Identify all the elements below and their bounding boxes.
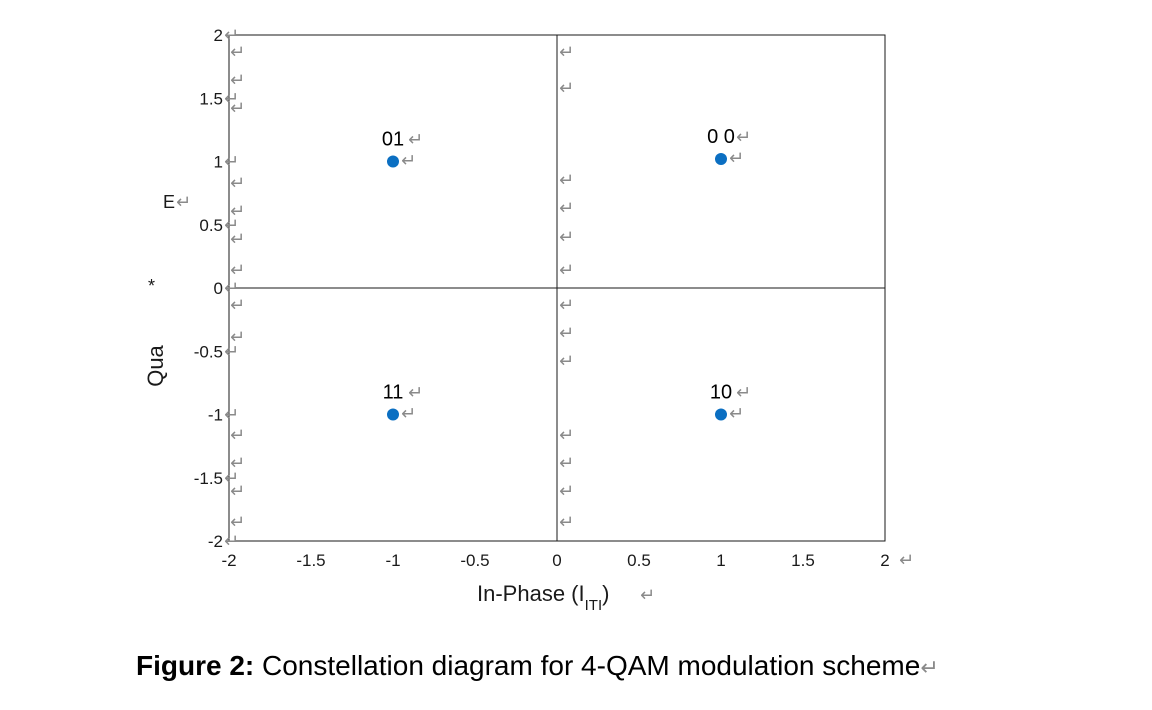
return-mark-icon: ↵ xyxy=(230,98,245,119)
x-axis-title: In-Phase (IITI) xyxy=(477,581,609,614)
y-tick-label: -1 xyxy=(208,406,223,425)
constellation-point xyxy=(387,155,399,168)
x-tick-label: -0.5 xyxy=(460,551,489,570)
return-mark-icon: ↵ xyxy=(559,295,574,316)
return-mark-icon: ↵ xyxy=(729,148,744,169)
return-mark-icon: ↵ xyxy=(230,327,245,348)
return-mark-icon: ↵ xyxy=(230,260,245,281)
x-tick-label: 2 xyxy=(880,551,889,570)
return-mark-icon: ↵ xyxy=(559,227,574,248)
return-mark-icon: ↵ xyxy=(224,215,239,236)
return-mark-icon: ↵ xyxy=(230,70,245,91)
return-mark-icon: ↵ xyxy=(559,198,574,219)
return-mark-icon: ↵ xyxy=(224,531,239,552)
return-mark-icon: ↵ xyxy=(176,192,191,213)
return-mark-icon: ↵ xyxy=(729,404,744,425)
return-mark-icon: ↵ xyxy=(559,351,574,372)
return-mark-icon: ↵ xyxy=(559,425,574,446)
return-mark-icon: ↵ xyxy=(559,42,574,63)
x-tick-label: -1 xyxy=(385,551,400,570)
return-mark-icon: ↵ xyxy=(559,260,574,281)
constellation-point xyxy=(387,408,399,421)
caption-text: Constellation diagram for 4-QAM modulati… xyxy=(254,650,921,681)
return-mark-icon: ↵ xyxy=(559,512,574,533)
axes: ↵↵↵↵↵↵↵↵↵↵↵↵↵↵↵↵↵↵↵↵↵↵↵↵↵↵ xyxy=(228,34,886,542)
x-tick-label: -1.5 xyxy=(296,551,325,570)
return-mark-icon: ↵ xyxy=(230,295,245,316)
return-mark-icon: ↵ xyxy=(224,152,239,173)
return-mark-icon: ↵ xyxy=(899,550,914,571)
return-mark-icon: ↵ xyxy=(401,404,416,425)
point-label: 0 0 xyxy=(707,126,735,148)
constellation-plot: ↵↵↵↵↵↵↵↵↵↵↵↵↵↵↵↵↵↵↵↵↵↵↵↵↵↵ ↵01 ↵↵0 0 ↵↵11 ↵… xyxy=(143,25,914,614)
point-label: 10 xyxy=(710,382,732,404)
x-tick-label: -2 xyxy=(221,551,236,570)
return-mark-icon: ↵ xyxy=(736,383,751,404)
return-mark-icon: ↵ xyxy=(408,383,423,404)
y-tick-label: 2 xyxy=(214,26,223,45)
x-tick-label: 1 xyxy=(716,551,725,570)
constellation-point xyxy=(715,408,727,421)
data-points: ↵01 ↵↵0 0 ↵↵11 ↵↵10 ↵ xyxy=(382,126,751,425)
return-mark-icon: ↵ xyxy=(640,585,655,606)
return-mark-icon: ↵ xyxy=(224,468,239,489)
return-mark-icon: ↵ xyxy=(559,323,574,344)
y-tick-label: 1.5 xyxy=(199,89,223,108)
return-mark-icon: ↵ xyxy=(408,130,423,151)
return-mark-icon: ↵ xyxy=(224,25,239,46)
return-mark-icon: ↵ xyxy=(224,341,239,362)
return-mark-icon: ↵ xyxy=(559,481,574,502)
point-label: 01 xyxy=(382,129,404,151)
return-mark-icon: ↵ xyxy=(224,405,239,426)
return-mark-icon: ↵ xyxy=(736,127,751,148)
y-tick-label: -0.5 xyxy=(194,342,223,361)
y-tick-label: 0.5 xyxy=(199,216,223,235)
return-mark-icon: ↵ xyxy=(230,201,245,222)
x-tick-label: 0.5 xyxy=(627,551,651,570)
return-mark-icon: ↵ xyxy=(230,42,245,63)
x-tick-label: 0 xyxy=(552,551,561,570)
y-axis-star: * xyxy=(148,276,155,296)
y-axis-title: Qua xyxy=(143,344,168,386)
return-mark-icon: ↵ xyxy=(920,656,939,681)
point-label: 11 xyxy=(383,382,404,404)
return-mark-icon: ↵ xyxy=(230,425,245,446)
y-tick-label: -1.5 xyxy=(194,469,223,488)
axis-labels: -2 -1.5 -1 -0.5 0 0.5 1 1.5 2 ↵2 ↵1.5 ↵1 ↵0.5 ↵0 ↵-0.5… xyxy=(143,25,914,614)
return-mark-icon: ↵ xyxy=(559,170,574,191)
y-tick-label: 1 xyxy=(214,153,223,172)
y-tick-label: 0 xyxy=(214,279,223,298)
y-axis-stray-text: E xyxy=(163,192,175,212)
return-mark-icon: ↵ xyxy=(224,88,239,109)
return-mark-icon: ↵ xyxy=(230,173,245,194)
y-tick-label: -2 xyxy=(208,532,223,551)
x-tick-label: 1.5 xyxy=(791,551,815,570)
return-mark-icon: ↵ xyxy=(559,78,574,99)
return-mark-icon: ↵ xyxy=(230,512,245,533)
constellation-point xyxy=(715,152,727,165)
figure-caption: Figure 2: Constellation diagram for 4-QA… xyxy=(136,650,939,682)
return-mark-icon: ↵ xyxy=(230,229,245,250)
caption-bold: Figure 2: xyxy=(136,650,255,681)
return-mark-icon: ↵ xyxy=(559,453,574,474)
return-mark-icon: ↵ xyxy=(224,278,239,299)
return-mark-icon: ↵ xyxy=(401,151,416,172)
return-mark-icon: ↵ xyxy=(230,481,245,502)
return-mark-icon: ↵ xyxy=(230,453,245,474)
